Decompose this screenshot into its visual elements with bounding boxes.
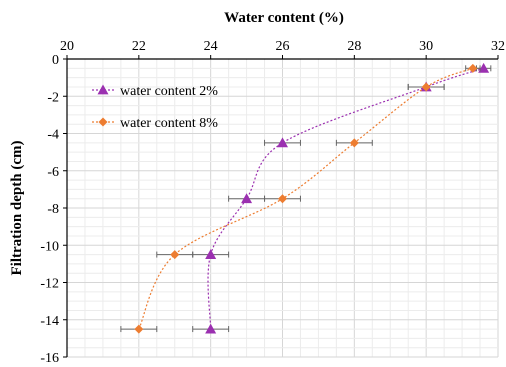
- y-tick-label: -16: [40, 351, 59, 366]
- y-tick-label: -14: [40, 314, 59, 329]
- x-tick-label: 26: [276, 39, 290, 54]
- y-tick-label: 0: [52, 53, 59, 68]
- legend-marker: [98, 117, 108, 127]
- y-tick-label: -12: [40, 277, 59, 292]
- y-tick-label: -8: [47, 202, 59, 217]
- data-point: [349, 138, 359, 148]
- data-point: [277, 137, 288, 148]
- y-tick-label: -10: [40, 239, 59, 254]
- series-water-content-2-: [192, 62, 492, 334]
- data-point: [278, 194, 287, 204]
- x-axis-title: Water content (%): [224, 10, 344, 26]
- x-tick-label: 30: [419, 39, 433, 54]
- series-layer: [120, 62, 492, 334]
- legend-item: water content 8%: [92, 116, 218, 131]
- data-point: [134, 324, 144, 334]
- legend-label: water content 2%: [120, 84, 218, 99]
- data-point: [478, 62, 490, 73]
- data-point: [421, 82, 431, 92]
- legend-item: water content 2%: [92, 84, 218, 99]
- data-point: [170, 250, 180, 260]
- data-point: [205, 249, 217, 259]
- x-tick-label: 28: [347, 39, 361, 54]
- x-tick-label: 32: [491, 39, 505, 54]
- y-axis-title: Filtration depth (cm): [9, 141, 25, 276]
- data-point: [241, 193, 253, 204]
- legend: water content 2% water content 8%: [92, 84, 218, 131]
- series-water-content-8-: [120, 63, 481, 334]
- legend-marker: [97, 84, 109, 95]
- legend-label: water content 8%: [120, 116, 218, 131]
- x-tick-label: 22: [132, 39, 146, 54]
- y-tick-label: -4: [47, 128, 59, 143]
- y-tick-label: -2: [47, 90, 59, 105]
- axes: 20 22 24 26 28 30 32 0 -2 -4 -6 -8 -10 -12 -14 -16: [40, 39, 505, 366]
- x-tick-label: 20: [60, 39, 74, 54]
- data-point: [468, 63, 478, 73]
- gridlines: [66, 58, 499, 358]
- x-tick-label: 24: [204, 39, 218, 54]
- y-tick-label: -6: [47, 165, 59, 180]
- data-point: [205, 323, 217, 334]
